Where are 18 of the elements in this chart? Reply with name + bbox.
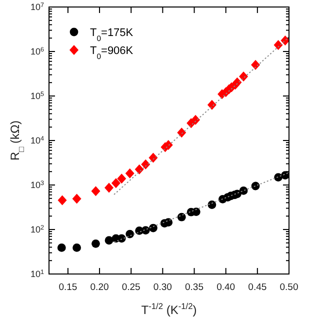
y-tick-label: 10$^{7}$: [30, 2, 44, 12]
x-tick-label: 0.30: [153, 282, 172, 293]
x-tick-label: 0.40: [216, 282, 236, 293]
y-tick-label: 10$^{4}$: [30, 135, 44, 146]
y-tick-label: 10$^{3}$: [30, 180, 44, 190]
y-tick-label: 10$^{6}$: [30, 46, 44, 56]
legend-label: T$_{0}$=906K: [90, 45, 134, 60]
legend-label: T$_{0}$=175K: [90, 27, 134, 42]
x-tick-label: 0.20: [90, 282, 109, 293]
x-tick-label: 0.25: [122, 282, 140, 293]
x-tick-label: 0.45: [248, 282, 267, 293]
x-tick-label: 0.15: [58, 282, 78, 293]
y-tick-label: 10$^{2}$: [30, 224, 44, 234]
x-tick-label: 0.35: [185, 282, 204, 293]
x-axis-title: T$^{-1/2}$ (K$^{-1/2}$): [141, 301, 197, 317]
y-tick-label: 10$^{5}$: [30, 90, 44, 101]
x-tick-label: 0.50: [280, 282, 298, 293]
y-tick-label: 10$^{1}$: [30, 268, 44, 279]
